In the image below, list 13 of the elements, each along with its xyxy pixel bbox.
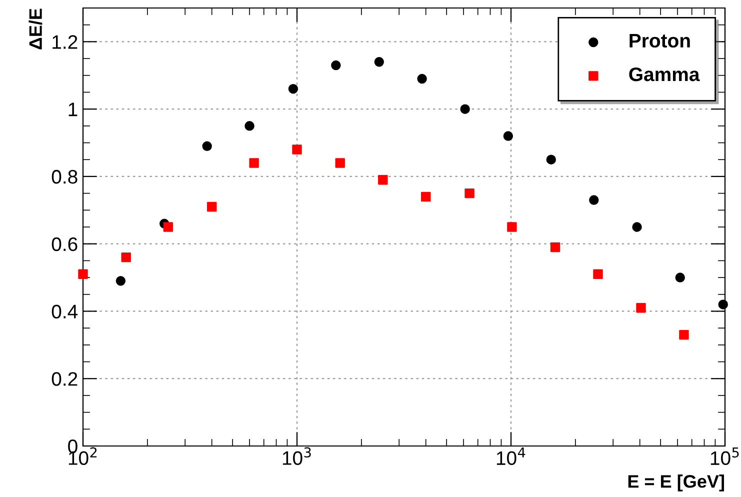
legend-label: Gamma xyxy=(629,67,700,82)
y-tick-label: 1.2 xyxy=(52,35,78,49)
y-tick-label: 1 xyxy=(68,102,78,116)
y-tick-label: 0.8 xyxy=(52,170,78,184)
x-tick-label: 10$^{4}$ xyxy=(496,447,526,466)
x-tick-label: 10$^{3}$ xyxy=(282,447,311,465)
y-axis-title: ΔE/E xyxy=(28,8,42,50)
x-axis-title: E = E [GeV] xyxy=(628,474,724,492)
legend-label: Proton xyxy=(630,34,690,48)
y-tick-label: 0.4 xyxy=(52,304,78,318)
y-tick-label: 0.6 xyxy=(52,237,78,252)
x-tick-label: 10$^{5}$ xyxy=(710,447,739,466)
y-tick-label: 0.2 xyxy=(52,372,78,386)
